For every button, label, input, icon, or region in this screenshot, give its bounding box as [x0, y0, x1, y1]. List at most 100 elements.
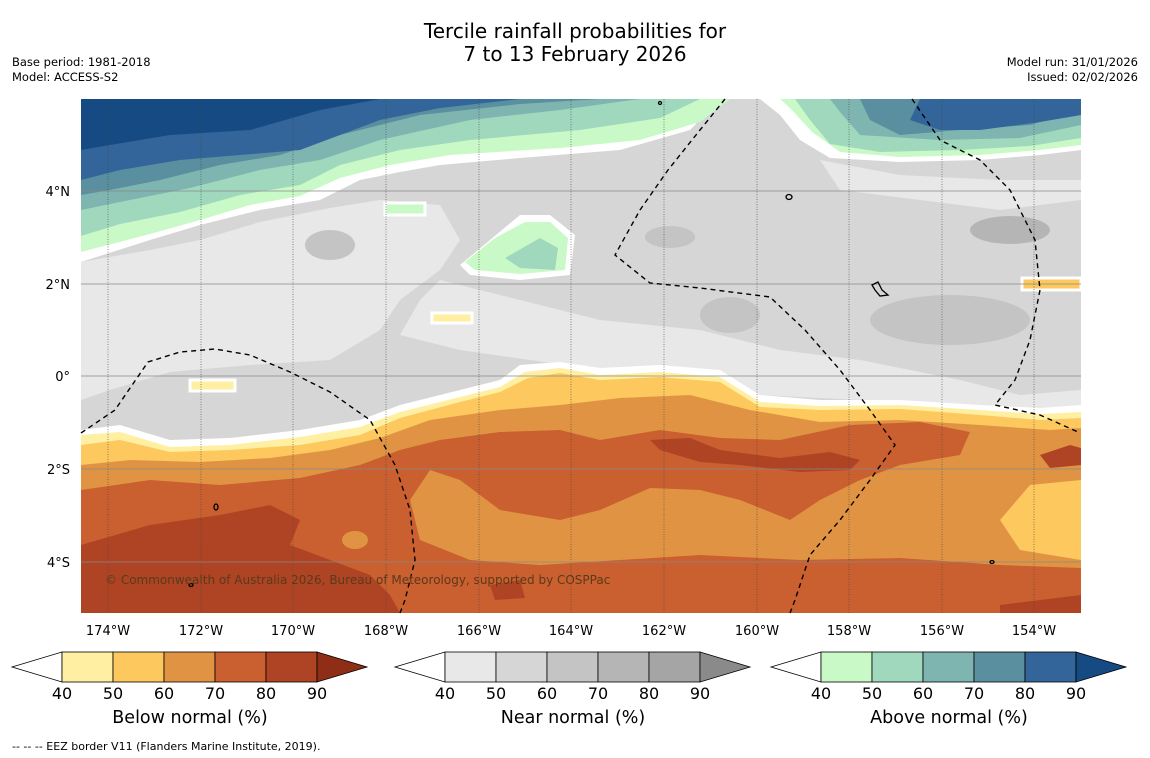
lon-label-9: 156°W — [920, 624, 964, 639]
colorbar-1: 40 50 60 70 80 90 — [393, 651, 752, 703]
colorbar-2-seg-1 — [871, 651, 924, 683]
lon-label-1: 172°W — [179, 624, 223, 639]
colorbar-1-seg-4 — [648, 651, 701, 683]
colorbar-0-tick-0: 40 — [52, 684, 72, 703]
below-80-region-central — [650, 438, 860, 472]
colorbar-2-seg-0 — [820, 651, 873, 683]
gridlines — [107, 99, 1035, 613]
colorbar-2-seg-2 — [922, 651, 975, 683]
base-period: Base period: 1981-2018 — [12, 55, 151, 69]
colorbar-0-tick-3: 70 — [205, 684, 225, 703]
colorbar-0-seg-0 — [61, 651, 114, 683]
lat-label-2: 0° — [55, 370, 70, 385]
lon-label-2: 170°W — [271, 624, 315, 639]
near-40-north — [820, 160, 1081, 210]
colorbar-title-above: Above normal (%) — [870, 708, 1028, 728]
colorbar-2-tick-4: 80 — [1015, 684, 1035, 703]
near-40-central — [400, 280, 1081, 410]
colorbar-1-tick-2: 60 — [537, 684, 557, 703]
colorbar-title-near: Near normal (%) — [500, 708, 646, 728]
colorbar-0-tick-4: 80 — [256, 684, 276, 703]
eez-border-central — [614, 98, 896, 614]
probability-field — [81, 99, 1081, 613]
lat-label-0: 4°N — [46, 185, 71, 200]
colorbar-2-tick-0: 40 — [811, 684, 831, 703]
colorbar-2-tick-1: 50 — [862, 684, 882, 703]
above-80-band-east — [910, 99, 1081, 130]
colorbar-0-seg-3 — [214, 651, 267, 683]
lon-label-5: 164°W — [549, 624, 593, 639]
colorbar-0: 40 50 60 70 80 90 — [10, 651, 369, 703]
colorbar-2-low-extend — [769, 651, 822, 683]
near-70-patch — [970, 216, 1050, 244]
eez-borders — [80, 98, 1079, 614]
above-40-small — [383, 201, 427, 217]
colorbar-1-tick-3: 70 — [588, 684, 608, 703]
meta-right: Model run: 31/01/2026 Issued: 02/02/2026 — [1007, 55, 1138, 85]
colorbar-1-seg-3 — [597, 651, 650, 683]
colorbar-2-tick-3: 70 — [964, 684, 984, 703]
colorbar-0-tick-5: 90 — [307, 684, 327, 703]
colorbar-2: 40 50 60 70 80 90 — [769, 651, 1128, 703]
lon-label-3: 168°W — [364, 624, 408, 639]
below-50-patch-se — [1000, 480, 1081, 560]
lon-label-4: 166°W — [457, 624, 501, 639]
lat-label-3: 2°S — [47, 463, 70, 478]
issued-date: Issued: 02/02/2026 — [1027, 70, 1138, 84]
near-60-patch-2 — [700, 297, 760, 333]
above-90-band — [81, 99, 380, 150]
lon-label-0: 174°W — [86, 624, 130, 639]
colorbar-0-low-extend — [10, 651, 63, 683]
colorbars: 40 50 60 70 80 90 40 50 60 70 80 90 40 50 60 70 80 90 — [10, 651, 1128, 703]
lat-label-1: 2°N — [46, 278, 71, 293]
below-80-region-west — [81, 505, 400, 613]
below-60-patch — [342, 531, 368, 549]
islands — [188, 100, 995, 588]
lat-labels: 4°N 2°N 0° 2°S 4°S — [46, 185, 71, 571]
copyright-text: © Commonwealth of Australia 2026, Bureau… — [105, 573, 610, 587]
eez-footnote: -- -- -- EEZ border V11 (Flanders Marine… — [12, 740, 321, 753]
near-60-patch-3 — [870, 295, 1030, 345]
below-80-patch-se — [1000, 595, 1081, 613]
island-4 — [657, 100, 663, 106]
colorbar-2-seg-4 — [1024, 651, 1077, 683]
colorbar-2-seg-3 — [973, 651, 1026, 683]
below-80-patch — [490, 580, 525, 600]
model-name: Model: ACCESS-S2 — [12, 70, 119, 84]
island-2 — [871, 281, 890, 297]
colorbar-title-below: Below normal (%) — [112, 708, 268, 728]
lat-gridlines — [81, 190, 1081, 563]
below-40-small-2 — [188, 378, 237, 393]
near-40-west — [81, 200, 460, 400]
below-40-small-1 — [430, 311, 474, 325]
colorbar-1-tick-1: 50 — [486, 684, 506, 703]
meta-left: Base period: 1981-2018 Model: ACCESS-S2 — [12, 55, 151, 85]
colorbar-1-tick-0: 40 — [435, 684, 455, 703]
colorbar-2-tick-2: 60 — [913, 684, 933, 703]
colorbar-0-tick-2: 60 — [154, 684, 174, 703]
colorbar-0-seg-4 — [265, 651, 318, 683]
island-3 — [213, 503, 219, 511]
lon-label-7: 160°W — [735, 624, 779, 639]
colorbar-2-tick-5: 90 — [1066, 684, 1086, 703]
above-50-island — [505, 238, 558, 270]
lon-label-10: 154°W — [1012, 624, 1056, 639]
lon-label-6: 162°W — [642, 624, 686, 639]
colorbar-1-tick-4: 80 — [639, 684, 659, 703]
near-60-patch-1 — [305, 230, 355, 260]
island-6 — [989, 559, 995, 565]
map-title: Tercile rainfall probabilities for 7 to … — [0, 20, 1150, 66]
lat-label-4: 4°S — [47, 556, 70, 571]
island-1 — [785, 193, 793, 201]
model-run: Model run: 31/01/2026 — [1006, 55, 1138, 69]
below-80-region-east — [1040, 445, 1081, 468]
colorbar-0-tick-1: 50 — [103, 684, 123, 703]
island-5 — [188, 582, 194, 588]
colorbar-1-high-extend — [699, 651, 752, 683]
colorbar-1-seg-0 — [444, 651, 497, 683]
title-line-2: 7 to 13 February 2026 — [463, 42, 687, 66]
colorbar-0-high-extend — [316, 651, 369, 683]
colorbar-1-tick-5: 90 — [690, 684, 710, 703]
lon-labels: 174°W 172°W 170°W 168°W 166°W 164°W 162°W 160°W… — [86, 624, 1056, 639]
